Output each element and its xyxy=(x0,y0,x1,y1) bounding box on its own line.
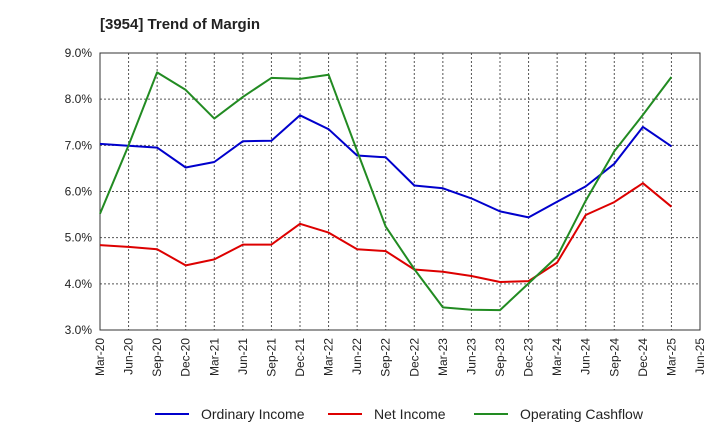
x-tick-label: Jun-24 xyxy=(579,338,593,375)
x-tick-label: Sep-20 xyxy=(150,338,164,377)
x-tick-label: Dec-24 xyxy=(636,338,650,377)
x-tick-label: Sep-24 xyxy=(607,338,621,377)
x-tick-label: Sep-23 xyxy=(493,338,507,377)
x-tick-label: Mar-25 xyxy=(664,338,678,376)
x-tick-label: Dec-20 xyxy=(179,338,193,377)
legend-swatch-ordinary-income xyxy=(155,413,189,415)
y-axis-tick-labels: 3.0% 4.0% 5.0% 6.0% 7.0% 8.0% 9.0% xyxy=(65,46,93,337)
plot-border xyxy=(99,52,701,331)
legend-swatch-net-income xyxy=(328,413,362,415)
legend-item-ordinary-income: Ordinary Income xyxy=(155,402,304,426)
x-tick-label: Dec-22 xyxy=(407,338,421,377)
x-tick-label: Dec-21 xyxy=(293,338,307,377)
x-tick-label: Jun-21 xyxy=(236,338,250,375)
x-tick-label: Mar-22 xyxy=(322,338,336,376)
series-line-operating-cashflow xyxy=(99,71,673,312)
y-tick-label: 8.0% xyxy=(65,92,93,106)
margin-line-chart: 3.0% 4.0% 5.0% 6.0% 7.0% 8.0% 9.0% Mar-20 Jun-2… xyxy=(65,46,707,377)
chart-title: [3954] Trend of Margin xyxy=(100,16,261,33)
plot-frame xyxy=(99,52,701,331)
legend-label-operating-cashflow: Operating Cashflow xyxy=(520,406,643,422)
y-tick-label: 6.0% xyxy=(65,185,93,199)
legend: Ordinary Income Net Income Operating Cas… xyxy=(0,402,720,426)
legend-label-ordinary-income: Ordinary Income xyxy=(201,406,305,422)
series-line-ordinary-income xyxy=(99,114,672,219)
x-tick-label: Jun-20 xyxy=(122,338,136,375)
y-tick-label: 5.0% xyxy=(65,231,93,245)
x-tick-label: Mar-23 xyxy=(436,338,450,376)
series-line-net-income xyxy=(99,182,673,283)
x-axis-tick-labels: Mar-20 Jun-20 Sep-20 Dec-20 Mar-21 Jun-21 Sep-… xyxy=(93,338,707,377)
series-lines xyxy=(99,71,673,312)
legend-item-operating-cashflow: Operating Cashflow xyxy=(474,402,643,426)
x-tick-label: Mar-20 xyxy=(93,338,107,376)
x-tick-label: Mar-24 xyxy=(550,338,564,376)
x-tick-label: Sep-22 xyxy=(379,338,393,377)
y-tick-label: 3.0% xyxy=(65,323,93,337)
y-tick-label: 4.0% xyxy=(65,277,93,291)
y-tick-label: 9.0% xyxy=(65,46,93,60)
x-tick-label: Jun-22 xyxy=(350,338,364,375)
x-tick-label: Jun-25 xyxy=(693,338,707,375)
x-tick-label: Dec-23 xyxy=(522,338,536,377)
x-tick-label: Sep-21 xyxy=(264,338,278,377)
legend-item-net-income: Net Income xyxy=(328,402,446,426)
y-tick-label: 7.0% xyxy=(65,138,93,152)
x-tick-label: Mar-21 xyxy=(207,338,221,376)
legend-label-net-income: Net Income xyxy=(374,406,446,422)
x-tick-label: Jun-23 xyxy=(464,338,478,375)
legend-swatch-operating-cashflow xyxy=(474,413,508,415)
